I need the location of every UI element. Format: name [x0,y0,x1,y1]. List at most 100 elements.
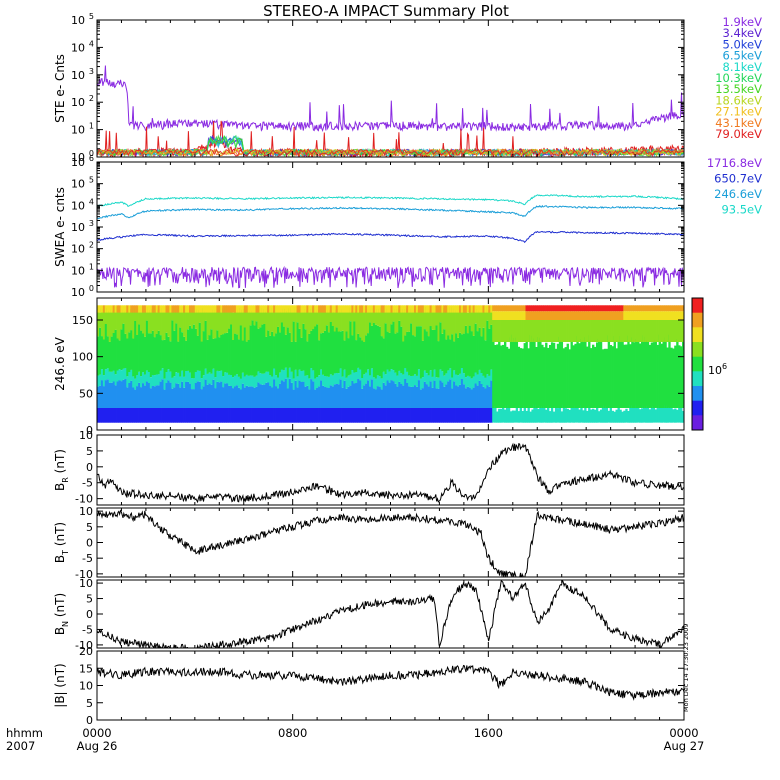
heatmap-cell [639,305,642,312]
heatmap-cell [457,305,460,313]
heatmap-cell [635,404,638,423]
heatmap-cell [644,336,648,408]
heatmap-cell [157,305,161,313]
panel-ste-frame [96,19,685,158]
heatmap-cell [165,372,168,383]
legend-item-186kev: 18.6keV [715,93,762,107]
panel-swea-plot-area [97,194,684,289]
heatmap-cell [292,378,296,390]
heatmap-cell [286,388,290,408]
heatmap-cell [633,311,636,320]
heatmap-cell [173,307,176,331]
heatmap-cell [288,367,292,379]
heatmap-cell [314,307,317,327]
heatmap-cell [545,409,548,423]
heatmap-cell [290,305,294,313]
heatmap-cell [130,369,133,381]
heatmap-cell [208,408,211,423]
heatmap-cell [132,338,135,377]
heatmap-cell [384,408,387,423]
heatmap-cell [670,305,673,312]
heatmap-cell [670,311,673,320]
heatmap-cell [414,385,417,408]
heatmap-cell [678,320,681,342]
heatmap-cell [494,405,497,423]
heatmap-cell [147,307,151,334]
heatmap-cell [523,311,526,320]
heatmap-cell [449,408,452,423]
heatmap-cell [459,373,462,385]
heatmap-cell [232,408,235,423]
heatmap-cell [572,320,575,342]
heatmap-cell [124,311,127,334]
heatmap-cell [439,369,442,381]
heatmap-cell [327,305,331,313]
heatmap-cell [527,407,530,423]
heatmap-cell [666,320,669,342]
heatmap-cell [533,338,536,408]
heatmap-cell [641,311,644,320]
heatmap-cell [196,305,200,313]
heatmap-cell [378,305,382,313]
heatmap-cell [106,379,110,408]
heatmap-cell [588,311,591,320]
heatmap-cell [641,408,644,423]
heatmap-cell [654,305,657,312]
heatmap-cell [455,333,458,375]
heatmap-cell [460,368,464,379]
heatmap-cell [631,337,634,408]
heatmap-cell [580,305,583,312]
heatmap-cell [97,309,100,337]
heatmap-cell [192,408,196,423]
heatmap-cell [167,305,170,313]
heatmap-cell [190,378,194,390]
heatmap-cell [167,311,170,337]
heatmap-cell [374,378,378,390]
heatmap-cell [363,312,366,342]
heatmap-cell [594,320,597,342]
y-tick-label: 10 1 [71,262,94,277]
heatmap-cell [361,310,364,341]
heatmap-cell [596,320,599,342]
heatmap-cell [597,320,601,342]
heatmap-cell [100,305,104,313]
heatmap-cell [466,386,470,408]
heatmap-cell [302,310,305,324]
heatmap-cell [210,305,213,313]
heatmap-cell [680,311,683,320]
heatmap-cell [515,337,519,408]
heatmap-cell [425,384,429,408]
heatmap-cell [488,386,491,408]
heatmap-cell [398,370,401,382]
heatmap-cell [228,305,231,313]
heatmap-cell [100,308,104,337]
heatmap-cell [594,311,597,320]
heatmap-cell [388,332,391,372]
heatmap-cell [588,406,591,423]
heatmap-cell [494,311,497,320]
heatmap-cell [181,332,184,371]
time-tick-date: Aug 27 [664,739,705,753]
heatmap-cell [318,309,321,341]
heatmap-cell [257,371,260,383]
heatmap-cell [451,307,454,335]
heatmap-cell [398,381,401,408]
heatmap-cell [116,370,119,382]
heatmap-cell [392,310,395,322]
heatmap-cell [361,388,364,408]
heatmap-cell [277,310,280,327]
heatmap-cell [102,375,106,387]
heatmap-cell [525,320,528,342]
heatmap-cell [637,405,640,423]
heatmap-cell [208,372,211,384]
colorbar-segment [692,342,703,358]
heatmap-cell [408,311,411,332]
heatmap-cell [656,320,659,342]
heatmap-cell [423,408,427,423]
heatmap-cell [625,311,628,320]
heatmap-cell [584,320,587,342]
heatmap-cell [312,305,315,313]
heatmap-cell [140,376,143,388]
